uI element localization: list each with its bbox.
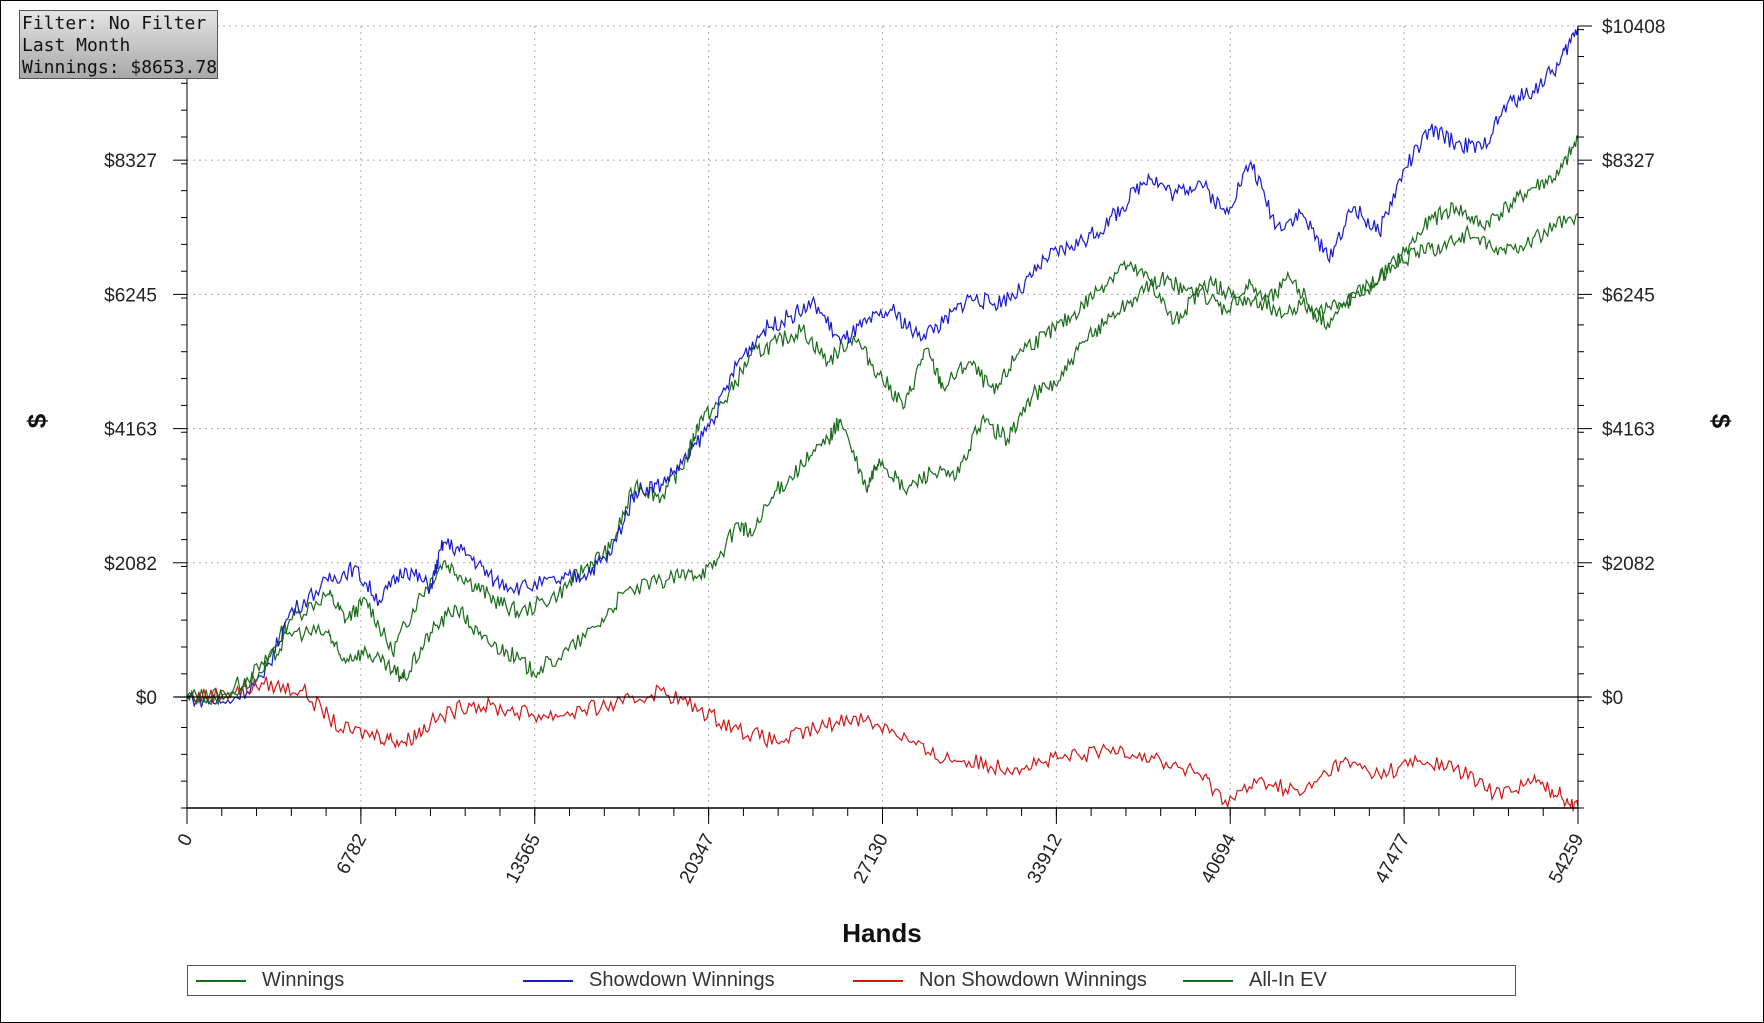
series-lines [186, 26, 1579, 812]
tick-labels: $0 $0 $2082 $2082 $4163 $4163 $6245 $6245 $8327 $… [104, 17, 1665, 887]
series-line [186, 676, 1579, 812]
y-axis-title-right: $ [1706, 414, 1736, 429]
legend: Winnings Showdown Winnings Non Showdown Wi… [187, 965, 1516, 996]
series-line [186, 213, 1579, 706]
y-tick-label-left: $4163 [104, 420, 157, 441]
x-tick-label: 54259 [1545, 830, 1588, 887]
y-tick-label-left: $8327 [104, 151, 157, 172]
x-tick-label: 33912 [1023, 830, 1066, 887]
legend-swatch [523, 979, 573, 982]
legend-item: Non Showdown Winnings [853, 966, 1147, 995]
legend-item: Winnings [196, 966, 344, 995]
y-tick-label-right: $4163 [1602, 420, 1655, 441]
y-tick-label-left: $2082 [104, 554, 157, 575]
legend-label: Non Showdown Winnings [919, 969, 1147, 991]
legend-label: Showdown Winnings [589, 969, 775, 991]
series-line [186, 135, 1579, 705]
x-axis-title: Hands [842, 918, 921, 948]
series-line [186, 26, 1579, 708]
legend-item: All-In EV [1183, 966, 1327, 995]
x-tick-label: 20347 [676, 830, 719, 887]
axes [173, 25, 1592, 824]
y-tick-label-left: $0 [136, 688, 157, 709]
legend-item: Showdown Winnings [523, 966, 775, 995]
x-tick-label: 27130 [850, 830, 893, 887]
y-tick-label-right: $6245 [1602, 285, 1655, 306]
y-tick-label-left: $6245 [104, 285, 157, 306]
y-tick-label-right: $10408 [1602, 17, 1665, 38]
x-tick-label: 13565 [502, 830, 545, 887]
y-tick-label-right: $2082 [1602, 554, 1655, 575]
legend-label: Winnings [262, 969, 345, 991]
y-tick-label-right: $8327 [1602, 151, 1655, 172]
winnings-label: Winnings: $8653.78 [22, 57, 218, 78]
filter-label: Filter: No Filter [22, 13, 207, 34]
x-tick-label: 0 [174, 830, 198, 849]
x-tick-label: 6782 [333, 830, 371, 877]
y-tick-label-right: $0 [1602, 688, 1623, 709]
legend-swatch [196, 979, 246, 982]
x-tick-label: 47477 [1371, 830, 1414, 887]
legend-swatch [853, 979, 903, 982]
period-label: Last Month [22, 35, 131, 56]
legend-swatch [1183, 979, 1233, 982]
filter-info-box: Filter: No Filter Last Month Winnings: $… [19, 10, 218, 79]
y-axis-title-left: $ [22, 413, 52, 428]
legend-label: All-In EV [1249, 969, 1327, 991]
x-tick-label: 40694 [1197, 830, 1241, 887]
grid [187, 25, 1578, 808]
